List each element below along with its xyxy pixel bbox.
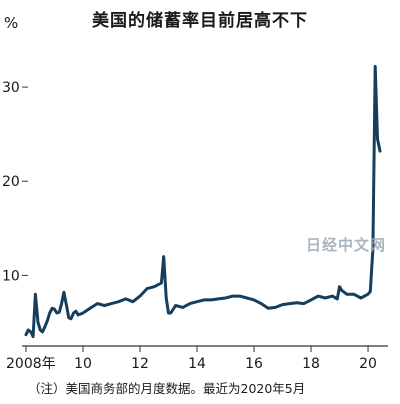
x-tick-label: 16 — [245, 356, 263, 372]
x-tick-label: 2008年 — [6, 356, 56, 372]
watermark: 日经中文网 — [305, 236, 386, 254]
savings-rate-line — [24, 64, 382, 339]
y-tick-label: 10 — [2, 268, 20, 284]
x-tick-label: 14 — [188, 356, 206, 372]
y-tick-label: 30 — [2, 80, 20, 96]
x-tick-label: 20 — [359, 356, 377, 372]
y-tick-label: 20 — [2, 174, 20, 190]
x-tick-label: 12 — [131, 356, 149, 372]
x-tick-label: 18 — [302, 356, 320, 372]
y-ticks: 10 20 30 — [2, 80, 28, 284]
chart-title: 美国的储蓄率目前居高不下 — [92, 11, 308, 31]
x-ticks: 2008年 10 12 14 16 18 20 — [6, 346, 377, 372]
x-tick-label: 10 — [74, 356, 92, 372]
y-axis-unit: % — [4, 14, 19, 32]
source-note: （注）美国商务部的月度数据。最近为2020年5月 — [28, 381, 306, 396]
